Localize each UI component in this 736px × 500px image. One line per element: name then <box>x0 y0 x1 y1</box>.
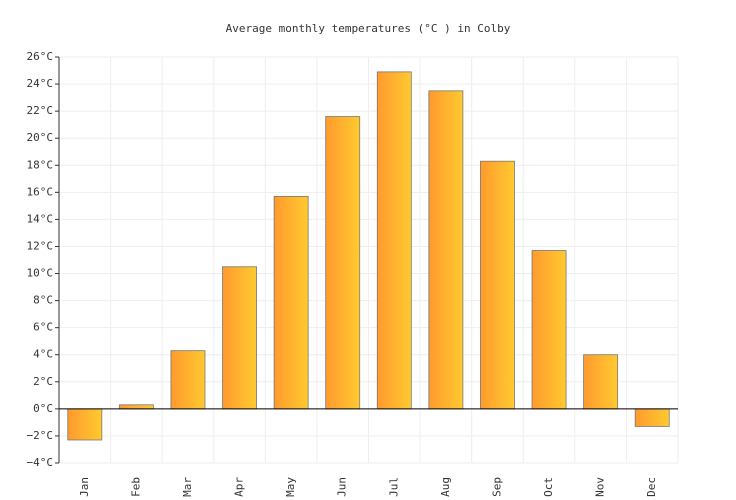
y-tick-label: 2°C <box>33 375 53 388</box>
bar <box>634 408 670 427</box>
x-tick-label: Jun <box>336 477 349 497</box>
x-tick-label: Jan <box>78 477 91 497</box>
y-tick-label: 16°C <box>27 185 54 198</box>
x-tick-label: May <box>284 477 297 497</box>
bar <box>428 90 464 410</box>
y-tick-label: 18°C <box>27 158 54 171</box>
bar <box>376 71 412 410</box>
y-tick-label: 22°C <box>27 104 54 117</box>
y-tick-label: 12°C <box>27 239 54 252</box>
x-tick-label: Oct <box>542 477 555 497</box>
bar <box>480 160 515 410</box>
y-tick-label: 24°C <box>27 77 54 90</box>
y-tick-label: 14°C <box>27 212 54 225</box>
bar <box>273 195 309 410</box>
y-tick-label: 4°C <box>33 348 53 361</box>
x-tick-label: Nov <box>594 477 607 497</box>
x-tick-label: Sep <box>490 477 503 497</box>
y-tick-label: 6°C <box>33 321 53 334</box>
chart-title: Average monthly temperatures (°C ) in Co… <box>226 22 511 35</box>
y-tick-label: 26°C <box>27 50 54 63</box>
bar <box>583 354 619 410</box>
y-tick-label: 10°C <box>27 267 54 280</box>
x-tick-label: Aug <box>439 477 452 497</box>
y-tick-label: 0°C <box>33 402 53 415</box>
bar <box>67 408 103 441</box>
bar <box>325 116 361 410</box>
x-tick-label: Apr <box>233 477 246 497</box>
y-tick-label: 8°C <box>33 294 53 307</box>
y-tick-label: −2°C <box>27 429 54 442</box>
x-tick-label: Dec <box>645 477 658 497</box>
y-tick-label: −4°C <box>27 456 54 469</box>
bar <box>531 250 567 410</box>
bar <box>170 350 206 410</box>
bar <box>118 404 154 410</box>
x-tick-label: Jul <box>387 477 400 497</box>
x-tick-label: Mar <box>181 477 194 497</box>
bar <box>222 266 257 410</box>
y-tick-label: 20°C <box>27 131 54 144</box>
x-tick-label: Feb <box>129 477 142 497</box>
